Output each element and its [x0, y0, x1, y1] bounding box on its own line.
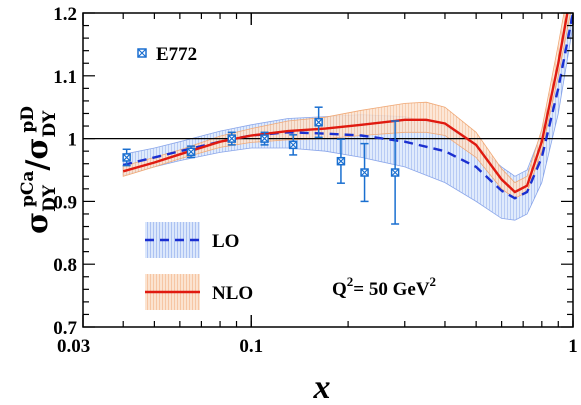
x-tick-label: 0.03 — [57, 336, 90, 357]
y-axis-label: σDYpCa/σDYpD — [18, 106, 60, 234]
point-cross — [187, 147, 195, 156]
axes: 0.03 0.1 1 0.7 0.8 0.9 1 1.1 1.2 — [53, 4, 578, 357]
y-tick-label: 0.8 — [53, 255, 77, 276]
ylabel-part: / — [20, 160, 55, 171]
plot-area — [83, 13, 573, 225]
data-point — [336, 138, 346, 184]
point-cross — [391, 168, 400, 177]
data-point — [186, 145, 196, 159]
data-point — [390, 120, 400, 225]
point-cross — [337, 157, 345, 166]
legend-lo-label: LO — [212, 231, 239, 252]
data-point — [288, 134, 298, 156]
legend-e772-label: E772 — [156, 44, 197, 65]
point-cross — [314, 118, 323, 127]
point-cross — [122, 153, 131, 162]
x-axis-label: x — [313, 369, 331, 405]
data-point — [260, 131, 269, 146]
annot-sup: 2 — [347, 274, 354, 289]
ylabel-part: pCa — [18, 171, 38, 207]
point-cross — [260, 134, 269, 143]
line-nlo — [122, 13, 569, 194]
ylabel-part: σ — [20, 212, 55, 234]
ylabel-part: DY — [40, 110, 60, 138]
ylabel-part: DY — [40, 184, 60, 212]
y-tick-label: 1.1 — [53, 67, 77, 88]
data-point — [360, 142, 369, 203]
ylabel-part: pD — [18, 106, 38, 133]
y-tick-label: 1 — [68, 130, 78, 151]
annot-sup2: 2 — [430, 274, 437, 289]
x-tick-label: 1 — [568, 336, 578, 357]
point-cross — [289, 140, 298, 149]
point-cross — [360, 168, 369, 177]
band-nlo — [122, 13, 571, 199]
annot-q: Q — [332, 279, 347, 300]
plot-frame — [82, 12, 574, 328]
q2-annotation: Q2= 50 GeV2 — [332, 274, 436, 300]
y-tick-label: 0.7 — [53, 318, 77, 339]
annot-value: = 50 GeV — [353, 279, 430, 300]
y-tick-label: 0.9 — [53, 192, 77, 213]
data-point — [122, 148, 131, 167]
ylabel-part: σ — [20, 137, 55, 159]
x-tick-label: 0.1 — [239, 336, 263, 357]
point-cross — [227, 134, 236, 143]
legend: E772 LO NLO — [137, 44, 253, 310]
legend-e772-cross — [137, 48, 147, 58]
data-point — [227, 131, 237, 146]
legend-nlo-label: NLO — [212, 283, 253, 304]
data-point — [314, 106, 323, 139]
line-lo — [122, 13, 573, 200]
y-tick-label: 1.2 — [53, 4, 77, 25]
